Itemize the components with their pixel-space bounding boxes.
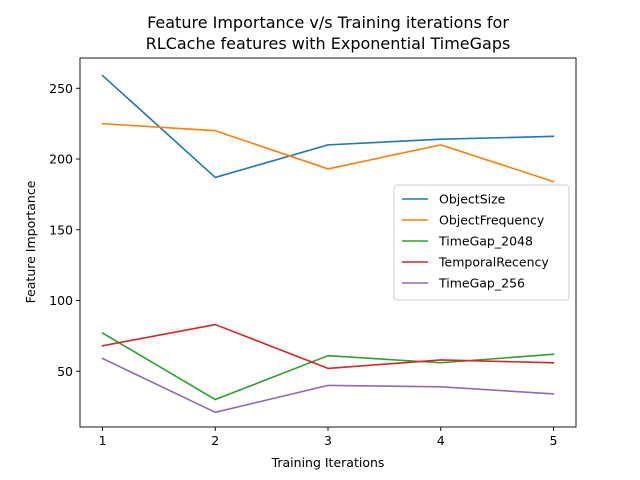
- y-tick-label-100: 100: [49, 293, 73, 308]
- x-axis-label: Training Iterations: [271, 455, 385, 470]
- legend-label-objectfrequency: ObjectFrequency: [439, 213, 545, 228]
- series-line-temporalrecency: [101, 323, 555, 370]
- series-line-timegap-256: [101, 357, 555, 414]
- legend-label-timegap-256: TimeGap_256: [438, 276, 525, 291]
- y-tick-label-150: 150: [49, 222, 73, 237]
- series-layer: [101, 74, 555, 414]
- x-tick-label-3: 3: [324, 433, 332, 448]
- x-tick-label-2: 2: [211, 433, 219, 448]
- series-line-objectsize: [101, 74, 555, 179]
- series-line-objectfrequency: [101, 122, 555, 183]
- legend: ObjectSize ObjectFrequency TimeGap_2048 Tem…: [393, 184, 570, 301]
- legend-box: [393, 184, 570, 301]
- series-line-timegap-2048: [101, 331, 555, 401]
- y-tick-label-50: 50: [57, 364, 73, 379]
- chart-title-line-1: Feature Importance v/s Training iteratio…: [147, 13, 509, 32]
- legend-label-timegap-2048: TimeGap_2048: [438, 234, 533, 249]
- chart-title-line-2: RLCache features with Exponential TimeGa…: [146, 34, 511, 53]
- x-tick-label-4: 4: [437, 433, 445, 448]
- x-tick-label-5: 5: [549, 433, 557, 448]
- legend-label-temporalrecency: TemporalRecency: [438, 255, 549, 270]
- axes-layer: 1 2 3 4 5 50 100 150 200 250: [49, 57, 577, 448]
- y-axis-label: Feature Importance: [23, 180, 38, 303]
- legend-label-objectsize: ObjectSize: [439, 192, 506, 207]
- y-tick-label-200: 200: [49, 152, 73, 167]
- y-tick-label-250: 250: [49, 81, 73, 96]
- x-tick-label-1: 1: [99, 433, 107, 448]
